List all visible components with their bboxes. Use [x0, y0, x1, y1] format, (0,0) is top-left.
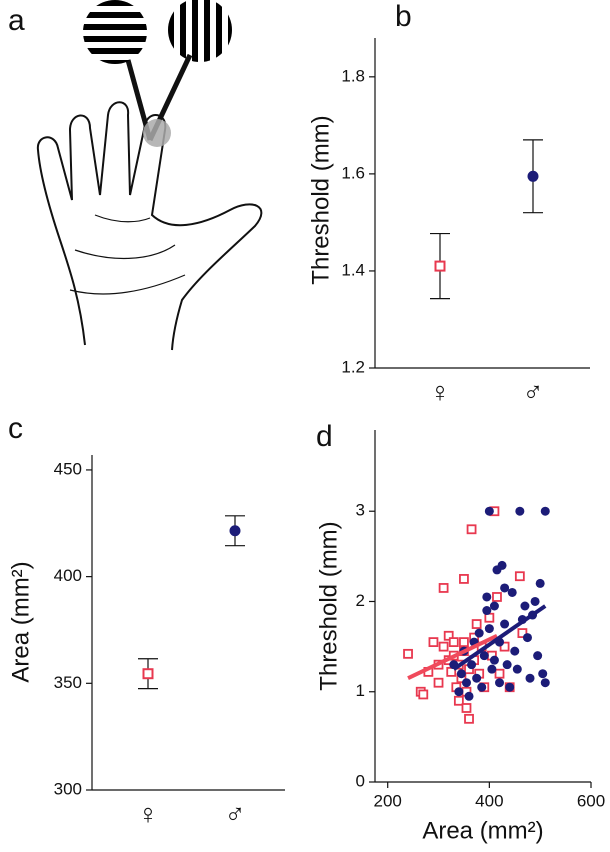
- scatter-point: [530, 596, 540, 606]
- x-tick-label: ♂: [225, 798, 246, 829]
- scatter-point: [502, 660, 512, 670]
- scatter-point: [487, 664, 497, 674]
- scatter-point: [495, 678, 505, 688]
- scatter-point: [538, 669, 548, 679]
- scatter-point: [456, 669, 466, 679]
- fit-line: [452, 604, 547, 671]
- scatter-point: [461, 678, 471, 688]
- scatter-point: [517, 628, 528, 638]
- y-tick-label: 3: [356, 501, 365, 520]
- y-tick-label: 2: [356, 591, 365, 610]
- scatter-point: [512, 664, 522, 674]
- scatter-point: [428, 637, 439, 648]
- data-point: [434, 260, 446, 272]
- scatter-point: [474, 628, 484, 638]
- scatter-point: [418, 689, 429, 700]
- y-tick-label: 400: [54, 566, 82, 585]
- scatter-point: [459, 637, 469, 648]
- scatter-point: [489, 601, 499, 611]
- scatter-point: [448, 637, 459, 648]
- y-tick-label: 1.4: [341, 260, 365, 279]
- scatter-point: [464, 713, 474, 724]
- data-point: [142, 668, 154, 680]
- y-tick-label: 0: [356, 771, 365, 790]
- scatter-point: [459, 574, 469, 584]
- scatter-point: [482, 606, 492, 616]
- x-tick-label: ♂: [523, 376, 544, 407]
- y-tick-label: 1.2: [341, 357, 365, 376]
- scatter-point: [443, 630, 454, 641]
- scatter-point: [505, 682, 515, 692]
- scatter-point: [438, 583, 449, 593]
- scatter-point: [522, 633, 532, 643]
- scatter-point: [471, 619, 482, 629]
- scatter-point: [403, 648, 413, 659]
- scatter-point: [525, 673, 535, 683]
- scatter-point: [489, 655, 499, 665]
- scatter-point: [454, 687, 464, 697]
- panel-label: c: [8, 412, 23, 445]
- scatter-point: [453, 695, 464, 706]
- scatter-point: [466, 524, 477, 535]
- y-axis-label: Area (mm²): [7, 561, 34, 682]
- scatter-point: [484, 506, 494, 516]
- scatter-point: [461, 703, 472, 713]
- scatter-point: [520, 601, 530, 611]
- scatter-point: [507, 587, 517, 597]
- panel-label: d: [316, 420, 333, 453]
- scatter-point: [479, 651, 489, 661]
- scatter-point: [433, 677, 444, 688]
- scatter-point: [464, 691, 474, 701]
- scatter-point: [515, 506, 525, 516]
- scatter-point: [499, 641, 510, 652]
- x-axis-label: Area (mm²): [422, 817, 543, 844]
- panel-label: a: [8, 4, 25, 37]
- data-point: [527, 170, 539, 182]
- x-tick-label: ♀: [138, 798, 159, 829]
- y-tick-label: 1: [356, 681, 365, 700]
- panel-label: b: [395, 0, 412, 33]
- scatter-point: [484, 624, 494, 634]
- scatter-point: [500, 619, 510, 629]
- scatter-point: [514, 571, 525, 582]
- y-tick-label: 1.8: [341, 66, 365, 85]
- fit-line: [407, 633, 498, 681]
- x-tick-label: ♀: [430, 376, 451, 407]
- scatter-point: [540, 506, 550, 516]
- scatter-point: [492, 592, 502, 602]
- x-tick-label: 600: [577, 791, 605, 810]
- scatter-point: [535, 578, 545, 588]
- scatter-point: [540, 678, 550, 688]
- scatter-point: [510, 646, 520, 656]
- data-point: [229, 525, 241, 537]
- scatter-point: [500, 583, 510, 593]
- scatter-point: [533, 651, 543, 661]
- scatter-point: [497, 560, 507, 570]
- y-tick-label: 450: [54, 459, 82, 478]
- hand-illustration: [36, 0, 263, 351]
- scatter-point: [472, 673, 482, 683]
- y-axis-label: Threshold (mm): [315, 521, 342, 690]
- x-tick-label: 400: [475, 791, 503, 810]
- scatter-point: [438, 641, 449, 652]
- y-tick-label: 1.6: [341, 163, 365, 182]
- scatter-point: [477, 682, 487, 692]
- y-axis-label: Threshold (mm): [307, 115, 334, 284]
- scatter-point: [467, 660, 477, 670]
- scatter-point: [482, 592, 492, 602]
- x-tick-label: 200: [374, 791, 402, 810]
- y-tick-label: 300: [54, 779, 82, 798]
- y-tick-label: 350: [54, 673, 82, 692]
- scatter-point: [494, 668, 505, 679]
